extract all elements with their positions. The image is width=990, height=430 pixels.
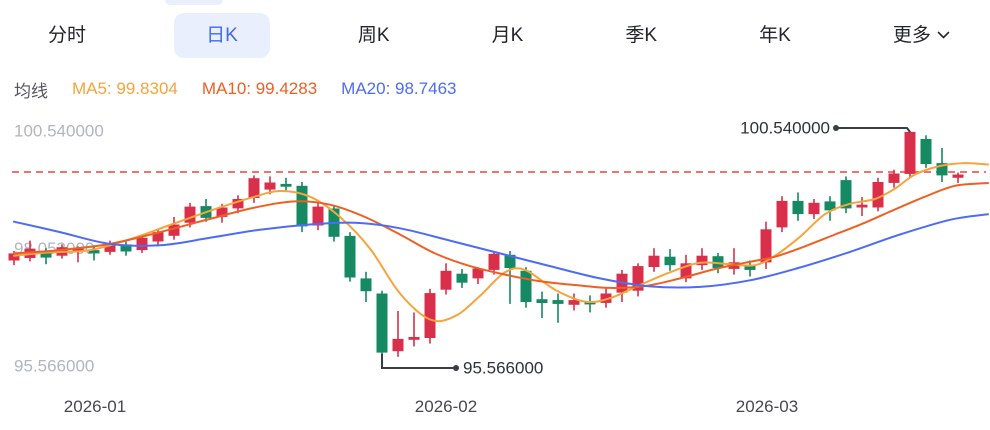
candle-body: [40, 251, 52, 258]
candle-body: [472, 268, 484, 279]
candle-body: [376, 293, 388, 353]
candle-body: [360, 278, 372, 292]
candle-body: [552, 300, 564, 304]
candle-body: [152, 232, 164, 242]
low-annotation-dot: [453, 365, 459, 371]
candle-body: [392, 338, 404, 352]
ma-legend: 均线 MA5: 99.8304 MA10: 99.4283 MA20: 98.746…: [14, 78, 456, 101]
ma-legend-items: MA5: 99.8304 MA10: 99.4283 MA20: 98.7463: [72, 79, 456, 99]
tab-月K[interactable]: 月K: [478, 16, 538, 55]
tab-label: 月K: [491, 24, 524, 46]
candle-body: [520, 270, 532, 302]
candle-body: [568, 300, 580, 305]
tab-label: 更多: [892, 24, 931, 46]
candle-body: [872, 182, 884, 208]
candle-body: [408, 337, 420, 340]
candle-body: [536, 299, 548, 303]
legend-item-ma10: MA10: 99.4283: [201, 79, 318, 98]
tab-label: 季K: [625, 24, 658, 46]
candle-body: [632, 266, 644, 291]
candle-body: [120, 244, 132, 252]
tab-季K[interactable]: 季K: [611, 16, 671, 55]
ma-line-ma10: [13, 182, 989, 289]
x-axis-label: 2026-01: [64, 397, 126, 416]
candle-body: [296, 185, 308, 227]
candle-body: [424, 293, 436, 338]
tab-label: 年K: [759, 24, 791, 46]
candle-body: [136, 237, 148, 251]
period-tab-bar: 分时 日K 周K 月K 季K 年K 更多: [0, 11, 990, 59]
candle-body: [792, 200, 804, 215]
high-annotation-label: 100.540000: [740, 119, 830, 138]
candle-body: [168, 224, 180, 236]
candle-body: [920, 139, 932, 164]
candle-body: [760, 229, 772, 263]
tab-label: 周K: [357, 24, 390, 46]
candle-body: [680, 263, 692, 279]
candle-body: [216, 207, 228, 217]
candle-body: [248, 178, 260, 198]
candle-body: [344, 235, 356, 278]
chevron-down-icon: [937, 31, 950, 39]
tab-label: 日K: [206, 24, 238, 46]
ma-line-ma5: [13, 162, 989, 323]
candle-body: [856, 204, 868, 208]
candle-body: [456, 273, 468, 283]
clipped-pill-fragment: [165, 0, 223, 5]
candle-body: [440, 270, 452, 290]
legend-item-ma5: MA5: 99.8304: [72, 79, 178, 98]
candle-body: [72, 248, 84, 252]
tab-分时[interactable]: 分时: [34, 16, 100, 55]
tab-label: 分时: [48, 24, 87, 46]
ma-legend-title: 均线: [14, 81, 48, 101]
candle-body: [712, 256, 724, 268]
tab-年K[interactable]: 年K: [745, 16, 805, 55]
candle-body: [840, 180, 852, 209]
y-axis-label: 100.540000: [14, 122, 104, 141]
low-annotation-label: 95.566000: [463, 359, 543, 378]
candle-body: [88, 250, 100, 254]
candle-body: [936, 163, 948, 176]
candle-body: [280, 183, 292, 187]
x-axis-label: 2026-03: [736, 397, 798, 416]
high-annotation-line: [836, 127, 911, 133]
candle-body: [904, 131, 916, 174]
candle-body: [888, 173, 900, 183]
candle-body: [104, 243, 116, 252]
low-annotation-line: [381, 354, 456, 369]
legend-item-ma20: MA20: 98.7463: [341, 79, 457, 98]
tab-更多[interactable]: 更多: [879, 16, 964, 55]
candle-body: [824, 201, 836, 211]
tab-日K[interactable]: 日K: [174, 12, 270, 58]
ma-line-ma20: [13, 213, 989, 289]
candle-body: [264, 182, 276, 190]
candle-body: [664, 256, 676, 266]
y-axis-label: 95.566000: [14, 357, 94, 376]
x-axis-label: 2026-02: [415, 397, 477, 416]
candle-body: [808, 202, 820, 215]
candle-body: [8, 253, 20, 261]
candle-body: [504, 254, 516, 268]
candle-body: [184, 206, 196, 223]
candle-body: [232, 199, 244, 209]
candle-body: [952, 174, 964, 178]
candle-body: [488, 253, 500, 270]
candle-body: [776, 200, 788, 228]
candle-body: [696, 255, 708, 266]
candle-body: [312, 206, 324, 226]
candle-body: [744, 265, 756, 270]
candle-body: [648, 255, 660, 267]
candle-body: [600, 293, 612, 303]
tab-周K[interactable]: 周K: [344, 16, 404, 55]
